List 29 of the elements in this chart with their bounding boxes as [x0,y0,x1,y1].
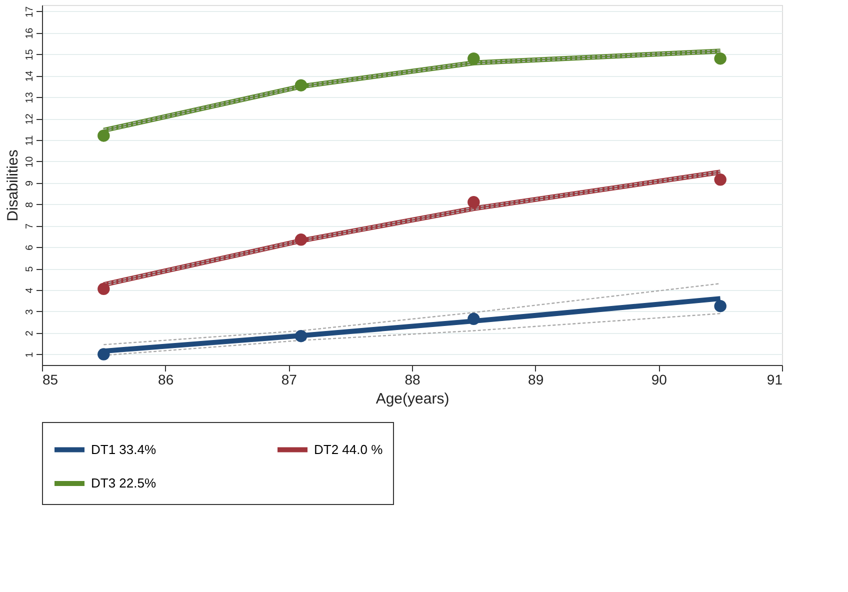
y-tick-label: 4 [24,287,36,294]
y-tick-label: 10 [24,156,36,168]
y-tick-label: 5 [24,266,36,272]
legend-label: DT1 33.4% [91,442,156,457]
x-tick-label: 86 [158,372,174,388]
y-tick-label: 17 [24,6,36,18]
y-tick-label: 14 [24,70,36,82]
y-tick-label: 15 [24,48,36,60]
y-tick-label: 11 [24,134,36,146]
x-tick-label: 87 [281,372,298,388]
legend-label: DT2 44.0 % [314,442,384,457]
y-axis-title: Disabilities [4,150,22,222]
x-tick-label: 89 [528,372,544,388]
x-tick-label: 88 [404,372,420,388]
y-tick-label: 6 [24,244,36,250]
y-tick-label: 2 [24,330,36,336]
y-tick-label: 3 [24,308,36,315]
x-tick-label: 90 [651,372,668,388]
y-tick-label: 9 [24,180,36,186]
y-tick-label: 7 [24,222,36,229]
x-axis-title: Age(years) [376,390,450,408]
x-tick-label: 91 [766,372,783,388]
y-tick-label: 8 [24,202,36,208]
legend-label: DT3 22.5% [91,476,156,490]
y-tick-label: 1 [24,352,36,358]
x-tick-label: 85 [42,372,58,388]
y-tick-label: 12 [24,113,36,125]
y-tick-label: 16 [24,27,36,39]
y-tick-label: 13 [24,92,36,104]
